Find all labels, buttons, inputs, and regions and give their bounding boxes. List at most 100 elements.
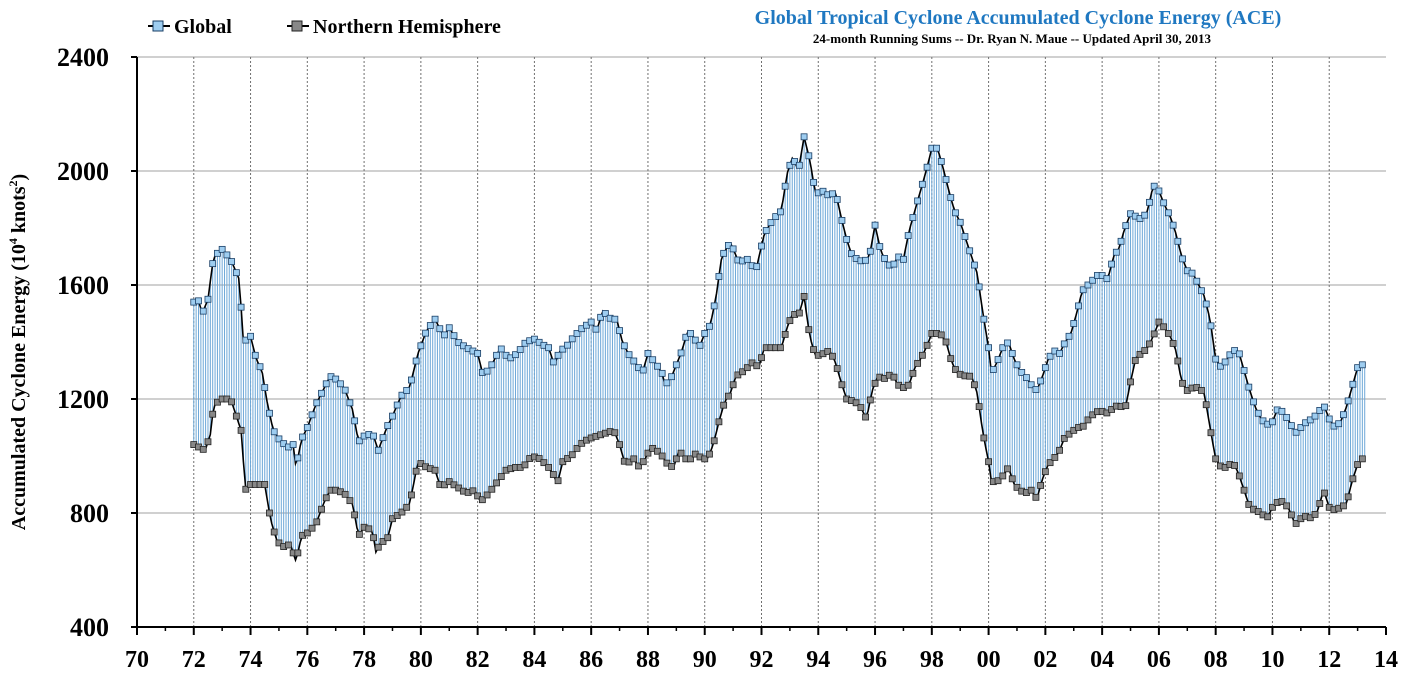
marker-global bbox=[1075, 302, 1082, 310]
marker-northern-hemisphere bbox=[909, 369, 917, 377]
legend-label-nh: Northern Hemisphere bbox=[313, 16, 501, 38]
marker-northern-hemisphere bbox=[777, 344, 784, 352]
marker-northern-hemisphere bbox=[540, 459, 548, 467]
marker-global bbox=[228, 258, 236, 265]
marker-northern-hemisphere bbox=[370, 534, 377, 542]
marker-global bbox=[701, 330, 709, 337]
marker-northern-hemisphere bbox=[1008, 475, 1016, 483]
marker-global bbox=[970, 261, 978, 269]
marker-northern-hemisphere bbox=[952, 366, 959, 373]
y-axis-label-sup: 4 bbox=[6, 238, 20, 244]
marker-northern-hemisphere bbox=[469, 487, 477, 495]
marker-global bbox=[876, 243, 884, 250]
marker-global bbox=[644, 349, 652, 357]
marker-northern-hemisphere bbox=[384, 534, 392, 542]
marker-global bbox=[1283, 414, 1291, 421]
marker-northern-hemisphere bbox=[994, 477, 1002, 485]
marker-global bbox=[483, 367, 491, 375]
marker-northern-hemisphere bbox=[493, 479, 500, 487]
y-axis-label-sup2: 2 bbox=[6, 180, 20, 186]
marker-northern-hemisphere bbox=[829, 352, 836, 360]
marker-northern-hemisphere bbox=[545, 463, 553, 471]
marker-global bbox=[592, 325, 600, 333]
marker-global bbox=[1358, 361, 1366, 369]
marker-global bbox=[450, 332, 458, 340]
marker-northern-hemisphere bbox=[322, 494, 330, 502]
marker-global bbox=[838, 216, 846, 224]
series-markers bbox=[190, 133, 1366, 557]
marker-global bbox=[1150, 182, 1158, 190]
marker-global bbox=[568, 335, 576, 343]
marker-global bbox=[1212, 355, 1220, 363]
marker-global bbox=[199, 307, 207, 315]
marker-global bbox=[1325, 415, 1333, 423]
marker-global bbox=[966, 247, 974, 255]
marker-northern-hemisphere bbox=[204, 438, 212, 446]
marker-northern-hemisphere bbox=[209, 410, 217, 418]
marker-global bbox=[195, 297, 202, 305]
marker-northern-hemisphere bbox=[232, 412, 240, 420]
y-tick-label-2400: 2400 bbox=[57, 43, 109, 72]
x-tick-label-96: 96 bbox=[863, 647, 887, 673]
marker-northern-hemisphere bbox=[1179, 379, 1186, 387]
x-tick-label-72: 72 bbox=[182, 647, 206, 673]
marker-northern-hemisphere bbox=[294, 549, 302, 557]
marker-global bbox=[1056, 349, 1063, 357]
marker-northern-hemisphere bbox=[904, 381, 912, 389]
marker-global bbox=[729, 245, 737, 253]
marker-northern-hemisphere bbox=[1146, 340, 1153, 348]
marker-northern-hemisphere bbox=[1212, 455, 1220, 463]
marker-global bbox=[1287, 422, 1295, 430]
marker-northern-hemisphere bbox=[1004, 465, 1011, 473]
x-tick-label-00: 00 bbox=[977, 647, 1001, 673]
marker-global bbox=[654, 362, 661, 370]
marker-global bbox=[436, 325, 444, 333]
marker-global bbox=[379, 434, 387, 442]
marker-northern-hemisphere bbox=[1240, 486, 1248, 494]
marker-global bbox=[989, 366, 997, 373]
marker-global bbox=[862, 256, 869, 264]
marker-northern-hemisphere bbox=[1316, 500, 1324, 507]
marker-northern-hemisphere bbox=[483, 491, 491, 499]
marker-northern-hemisphere bbox=[781, 330, 789, 338]
marker-global bbox=[431, 315, 439, 323]
marker-northern-hemisphere bbox=[1127, 378, 1134, 386]
marker-global bbox=[753, 263, 761, 271]
marker-global bbox=[975, 283, 983, 291]
marker-global bbox=[237, 303, 245, 311]
marker-global bbox=[1221, 358, 1229, 366]
marker-northern-hemisphere bbox=[398, 508, 406, 516]
marker-northern-hemisphere bbox=[1027, 486, 1035, 494]
marker-northern-hemisphere bbox=[810, 346, 817, 354]
marker-northern-hemisphere bbox=[753, 362, 761, 370]
marker-global bbox=[1292, 428, 1300, 436]
marker-global bbox=[952, 209, 959, 217]
marker-global bbox=[1032, 386, 1040, 393]
x-tick-label-92: 92 bbox=[750, 647, 774, 673]
marker-northern-hemisphere bbox=[715, 418, 723, 426]
y-tick-label-800: 800 bbox=[70, 499, 109, 528]
marker-northern-hemisphere bbox=[431, 466, 439, 474]
marker-global bbox=[578, 325, 586, 333]
marker-global bbox=[724, 242, 732, 249]
marker-global bbox=[299, 433, 306, 441]
marker-global bbox=[1060, 340, 1068, 348]
marker-northern-hemisphere bbox=[1051, 454, 1059, 461]
marker-global bbox=[1169, 221, 1177, 229]
marker-global bbox=[346, 399, 354, 407]
marker-northern-hemisphere bbox=[1131, 357, 1139, 364]
marker-northern-hemisphere bbox=[412, 467, 420, 475]
marker-northern-hemisphere bbox=[852, 399, 860, 407]
y-tick-label-1600: 1600 bbox=[57, 271, 109, 300]
marker-global bbox=[474, 349, 482, 357]
marker-northern-hemisphere bbox=[706, 450, 713, 458]
marker-global bbox=[322, 380, 330, 388]
marker-northern-hemisphere bbox=[743, 364, 751, 372]
marker-global bbox=[942, 176, 950, 183]
marker-global bbox=[663, 379, 671, 387]
legend-marker-nh bbox=[291, 20, 303, 32]
marker-global bbox=[985, 344, 992, 352]
marker-global bbox=[1179, 255, 1186, 263]
marker-northern-hemisphere bbox=[1013, 483, 1021, 491]
